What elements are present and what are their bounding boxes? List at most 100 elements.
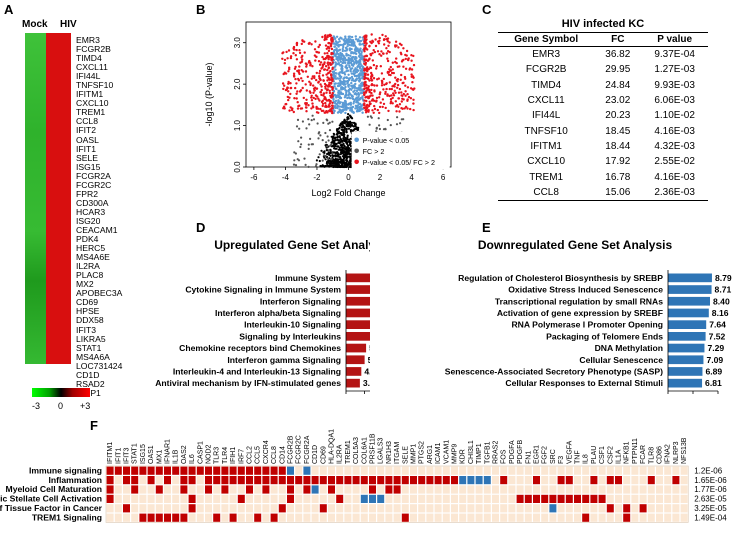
point-sig-fc — [318, 99, 321, 102]
point-ns — [335, 151, 338, 154]
grid-cell — [615, 513, 622, 522]
grid-cell — [631, 494, 639, 503]
grid-cell — [123, 513, 130, 522]
point-fc — [300, 136, 303, 139]
point-sig — [354, 82, 357, 86]
point-sig-fc — [331, 79, 334, 83]
grid-column-label: CD69 — [320, 446, 327, 464]
point-sig-fc — [395, 57, 398, 60]
point-sig-fc — [378, 96, 381, 99]
point-sig-fc — [308, 80, 311, 84]
bar-category-label: Cellular Responses to External Stimuli — [505, 378, 663, 388]
point-sig-fc — [292, 74, 296, 77]
point-sig — [346, 45, 349, 48]
point-sig-fc — [388, 94, 391, 98]
point-sig — [355, 50, 358, 53]
grid-cell — [467, 466, 475, 475]
point-sig-fc — [315, 78, 318, 82]
point-sig-fc — [301, 86, 304, 90]
point-fc — [293, 159, 296, 162]
grid-cell — [623, 485, 631, 494]
point-fc — [311, 143, 314, 146]
point-sig-fc — [400, 53, 403, 56]
point-sig — [343, 40, 346, 43]
grid-cell — [287, 494, 294, 503]
point-fc — [307, 143, 310, 146]
point-sig-fc — [285, 50, 288, 54]
grid-cell — [549, 485, 557, 494]
grid-cell — [557, 485, 565, 494]
y-tick-label: 2.0 — [233, 78, 242, 90]
point-sig-fc — [396, 83, 400, 87]
grid-column-label: CSF1 — [599, 446, 606, 464]
grid-cell — [319, 494, 327, 503]
point-fc — [375, 126, 378, 129]
point-sig-fc — [404, 94, 407, 97]
grid-cell — [459, 513, 467, 522]
grid-cell — [483, 494, 491, 503]
grid-cell — [623, 476, 631, 485]
bar-category-label: DNA Methylation — [595, 343, 663, 353]
point-sig — [359, 57, 363, 60]
point-sig-fc — [303, 40, 306, 43]
point-sig — [353, 41, 356, 44]
grid-cell — [123, 504, 130, 513]
gene-label: CD300A — [76, 197, 109, 208]
grid-column-label: KDR — [460, 449, 467, 464]
table-cell: CXCL11 — [527, 95, 565, 107]
grid-cell — [492, 485, 499, 494]
point-sig-fc — [283, 84, 286, 87]
grid-cell — [606, 466, 614, 475]
grid-cell — [672, 494, 680, 503]
grid-cell — [574, 485, 581, 494]
point-sig — [348, 64, 351, 67]
hiv-column — [46, 33, 71, 364]
point-sig-fc — [322, 92, 326, 95]
point-ns — [337, 141, 340, 144]
point-ns — [333, 147, 336, 150]
y-axis-label: -log10 (P-value) — [204, 62, 214, 126]
point-sig-fc — [395, 78, 398, 82]
grid-cell — [557, 494, 565, 503]
gene-label: CD69 — [76, 297, 98, 308]
point-sig — [355, 68, 359, 72]
table-cell: 23.02 — [605, 95, 631, 107]
grid-cell — [434, 476, 442, 485]
point-sig-fc — [321, 63, 325, 66]
point-sig-fc — [319, 61, 323, 64]
bar — [346, 343, 367, 353]
grid-column-label: CCL2 — [247, 446, 254, 464]
point-sig-fc — [313, 48, 317, 51]
point-sig-fc — [321, 104, 324, 108]
point-sig-fc — [410, 68, 414, 71]
point-sig-fc — [393, 89, 396, 93]
grid-cell — [442, 494, 450, 503]
point-sig-fc — [319, 83, 322, 86]
point-sig-fc — [376, 78, 379, 81]
grid-cell — [533, 513, 540, 522]
point-sig-fc — [289, 55, 293, 58]
point-fc — [368, 123, 371, 126]
point-sig-fc — [314, 59, 317, 62]
grid-cell — [426, 476, 434, 485]
point-sig — [335, 96, 338, 99]
point-sig-fc — [401, 94, 404, 98]
grid-cell — [500, 504, 508, 513]
point-sig-fc — [300, 77, 303, 80]
point-sig — [334, 43, 337, 46]
point-ns — [333, 165, 336, 168]
grid-cell — [303, 485, 311, 494]
bar — [346, 378, 360, 388]
point-sig — [337, 73, 341, 76]
point-ns — [335, 147, 338, 150]
point-sig — [336, 106, 339, 110]
grid-cell — [598, 485, 606, 494]
point-sig — [333, 45, 336, 48]
grid-cell — [631, 466, 639, 475]
grid-cell — [319, 504, 327, 513]
bar-category-label: Regulation of Cholesterol Biosynthesis b… — [458, 273, 663, 283]
point-sig-fc — [380, 54, 383, 57]
volcano-legend: P-value < 0.05 FC > 2 P-value < 0.05/ FC >… — [351, 131, 450, 170]
point-sig-fc — [327, 49, 331, 53]
point-sig-fc — [368, 44, 371, 48]
